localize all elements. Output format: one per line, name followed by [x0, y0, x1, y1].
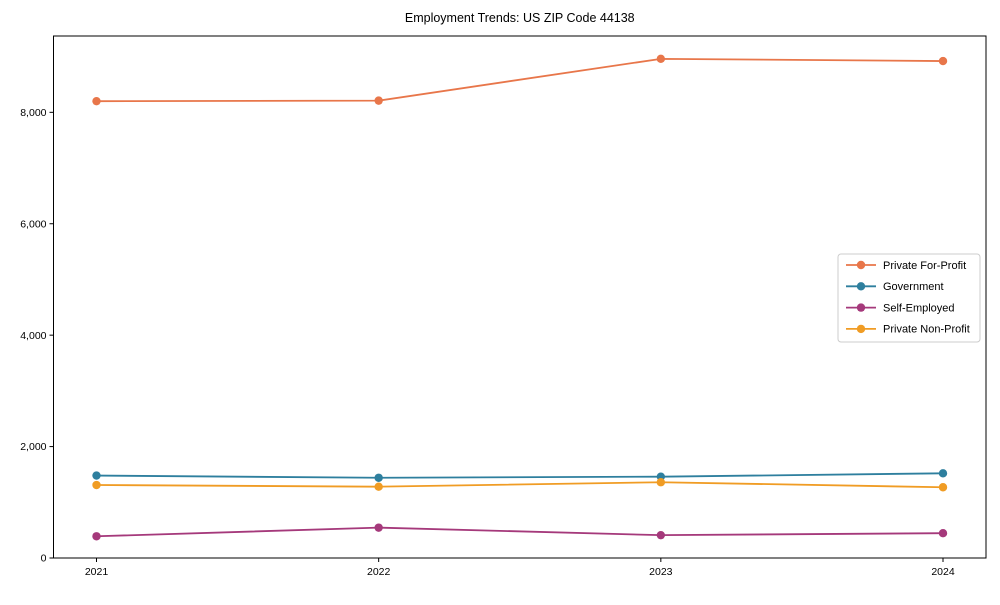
y-tick-label-8000: 8,000: [20, 107, 46, 119]
legend-label-government: Government: [883, 281, 944, 293]
marker-private-for-profit-2021: [92, 96, 101, 106]
marker-private-non-profit-2022: [374, 482, 383, 491]
marker-self-employed-2023: [656, 530, 666, 540]
marker-government-2024: [938, 469, 948, 478]
marker-private-non-profit-2021: [92, 480, 101, 490]
x-tick-label-2024: 2024: [931, 566, 955, 578]
legend-label-private-for-profit: Private For-Profit: [883, 260, 966, 272]
series-line-self-employed: [96, 526, 944, 538]
legend-marker-government: [856, 282, 866, 291]
plot-frame: [53, 35, 987, 559]
legend-marker-private-non-profit: [856, 324, 866, 334]
series-line-private-for-profit: [96, 57, 944, 103]
marker-private-non-profit-2023: [656, 478, 666, 487]
marker-self-employed-2024: [938, 529, 948, 538]
marker-private-for-profit-2023: [656, 54, 666, 64]
x-tick-label-2023: 2023: [649, 566, 673, 578]
series-line-government: [96, 472, 944, 479]
plot-area: 0 2,000 4,000 6,000 8,000 2021 2022 2023 2024 Pri…: [20, 35, 987, 578]
legend-label-self-employed: Self-Employed: [883, 302, 955, 314]
x-tick-label-2021: 2021: [85, 566, 109, 578]
marker-self-employed-2021: [92, 532, 101, 541]
y-tick-label-2000: 2,000: [20, 441, 46, 453]
marker-government-2022: [374, 473, 383, 482]
marker-private-for-profit-2024: [938, 56, 948, 66]
marker-private-for-profit-2022: [374, 96, 383, 105]
chart-title: Employment Trends: US ZIP Code 44138: [405, 11, 635, 25]
y-tick-label-4000: 4,000: [20, 330, 46, 342]
y-tick-label-0: 0: [41, 553, 47, 565]
marker-private-non-profit-2024: [938, 483, 948, 492]
legend-marker-self-employed: [856, 303, 866, 312]
legend-marker-private-for-profit: [856, 260, 866, 270]
marker-self-employed-2022: [374, 523, 383, 532]
legend-label-private-non-profit: Private Non-Profit: [883, 324, 970, 336]
x-tick-label-2022: 2022: [367, 566, 391, 578]
marker-government-2021: [92, 471, 101, 480]
legend-box: [837, 253, 981, 343]
series-line-private-non-profit: [96, 481, 944, 489]
y-tick-label-6000: 6,000: [20, 218, 46, 230]
